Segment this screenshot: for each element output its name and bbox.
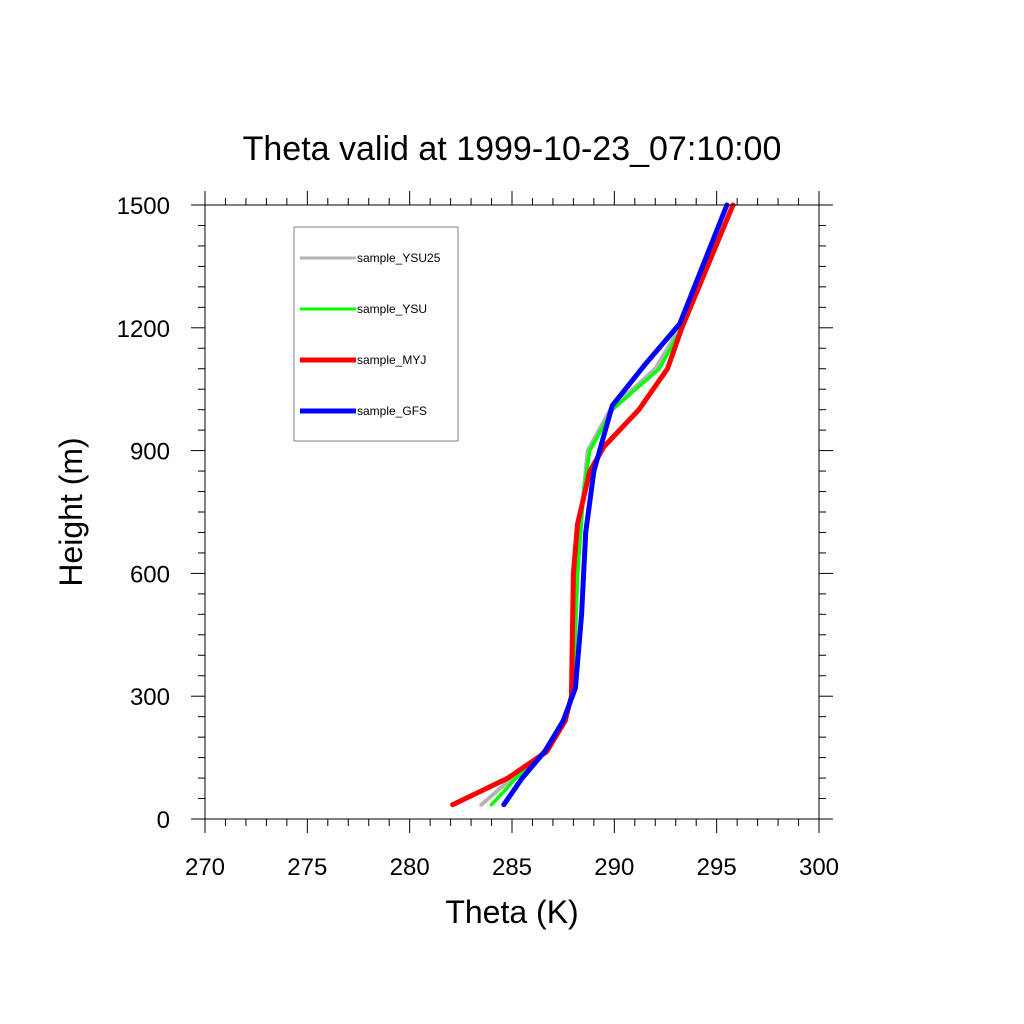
legend-label: sample_GFS [357,404,427,418]
y-tick-label: 300 [130,684,170,711]
x-tick-label: 290 [594,854,634,881]
axis-tick-labels: 270 275 280 285 290 295 300 0 300 600 900 1200 1500 [117,193,839,881]
legend-item: sample_YSU [300,302,427,316]
legend-label: sample_MYJ [357,353,426,367]
legend-item: sample_YSU25 [300,251,441,265]
y-tick-label: 900 [130,439,170,466]
x-tick-label: 285 [492,854,532,881]
x-axis-label: Theta (K) [445,894,578,930]
chart-title: Theta valid at 1999-10-23_07:10:00 [243,130,782,168]
y-axis-label: Height (m) [53,437,89,586]
legend-label: sample_YSU [357,302,427,316]
legend-label: sample_YSU25 [357,251,441,265]
axis-ticks [191,191,833,833]
y-tick-label: 600 [130,561,170,588]
y-tick-label: 1200 [117,316,170,343]
x-tick-label: 300 [799,854,839,881]
y-tick-label: 0 [157,807,170,834]
plot-lines [450,202,736,808]
y-tick-label: 1500 [117,193,170,220]
x-tick-label: 295 [697,854,737,881]
legend-item: sample_MYJ [300,353,426,367]
legend: sample_YSU25 sample_YSU sample_MYJ sample_G… [293,226,459,442]
series-line-sample_GFS [501,202,730,808]
x-tick-label: 275 [287,854,327,881]
legend-item: sample_GFS [300,404,427,418]
x-tick-label: 270 [185,854,225,881]
x-tick-label: 280 [390,854,430,881]
legend-box [293,226,459,442]
